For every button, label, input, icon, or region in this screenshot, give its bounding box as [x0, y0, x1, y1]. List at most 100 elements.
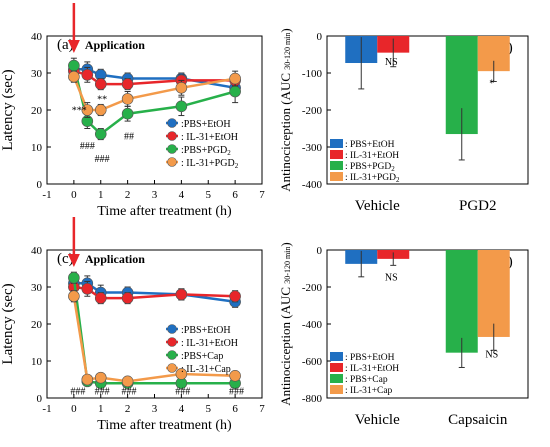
x-tick-label: 5	[206, 403, 212, 415]
category-label: PGD2	[459, 198, 497, 214]
data-point	[81, 373, 94, 386]
legend-swatch	[330, 139, 343, 148]
x-tick-label: 3	[152, 189, 158, 201]
data-point	[94, 78, 107, 90]
legend-label: :PBS+Cap	[181, 351, 223, 362]
application-arrowhead	[67, 40, 80, 53]
data-point	[175, 288, 188, 301]
significance-mark: NS	[385, 273, 398, 284]
data-point	[229, 72, 241, 85]
data-point	[175, 82, 188, 94]
data-point	[81, 283, 94, 295]
y-tick-label: -600	[302, 356, 323, 368]
data-point	[229, 290, 241, 303]
legend-marker	[167, 324, 177, 334]
legend-label: : IL-31+EtOH	[181, 338, 238, 349]
legend-marker	[167, 157, 177, 167]
data-point	[94, 292, 107, 304]
data-point	[94, 128, 107, 140]
legend-swatch	[330, 161, 343, 170]
legend-label-sub: 2	[227, 149, 231, 157]
legend-label: : IL-31+Cap	[345, 386, 393, 396]
x-tick-label: 2	[125, 189, 131, 201]
significance-mark: NS	[385, 57, 398, 68]
bar	[445, 250, 478, 353]
y-axis-label: Antinociception (AUC 30-120 min)	[278, 28, 293, 192]
legend-label: : PBS+PGD2	[345, 162, 395, 173]
y-tick-label: 10	[31, 356, 43, 368]
significance-mark: ***	[72, 106, 87, 117]
data-point	[81, 69, 94, 81]
y-tick-label: -400	[302, 319, 323, 331]
legend-label: :PBS+PGD2	[181, 145, 231, 157]
legend-label: : IL-31+Cap	[181, 364, 231, 375]
legend-swatch	[330, 363, 343, 372]
legend-label-sub: 2	[396, 176, 400, 184]
y-tick-label: 40	[31, 31, 43, 43]
x-tick-label: 0	[71, 403, 77, 415]
x-tick-label: -1	[42, 189, 51, 201]
data-point	[121, 292, 134, 304]
legend-marker	[167, 118, 177, 128]
legend-marker	[167, 350, 177, 360]
data-point	[229, 85, 241, 98]
y-axis-label: Latency (sec)	[0, 69, 16, 150]
legend-label-sub: 2	[391, 165, 395, 173]
x-tick-label: 3	[152, 403, 158, 415]
legend-label: : PBS+Cap	[345, 375, 388, 385]
legend-label: :PBS+EtOH	[181, 119, 231, 130]
y-tick-label: 30	[31, 68, 43, 80]
x-tick-label: 6	[232, 403, 238, 415]
legend-label: : IL-31+PGD2	[181, 158, 239, 170]
legend-label: : IL-31+PGD2	[345, 173, 400, 184]
x-tick-label: 7	[259, 403, 265, 415]
series-line	[72, 76, 236, 112]
legend-label: : PBS+EtOH	[345, 353, 395, 363]
legend-swatch	[330, 385, 343, 394]
y-tick-label: -200	[302, 105, 323, 117]
data-point	[68, 290, 80, 303]
significance-mark: **	[97, 95, 107, 106]
x-tick-label: 0	[71, 189, 77, 201]
legend-label: : PBS+EtOH	[345, 140, 395, 150]
significance-mark: ###	[229, 386, 244, 397]
legend-label: : IL-31+EtOH	[345, 364, 399, 374]
legend-swatch	[330, 172, 343, 181]
bar	[477, 250, 510, 337]
y-tick-label: 20	[31, 105, 43, 117]
y-tick-label: 20	[31, 319, 43, 331]
y-axis-label-sub: 30-120 min	[283, 247, 292, 284]
significance-mark: NS	[485, 349, 498, 360]
legend-swatch	[330, 352, 343, 361]
significance-mark: ###	[121, 386, 136, 397]
data-point	[81, 104, 94, 116]
x-tick-label: 4	[179, 189, 185, 201]
y-axis-label-close: )	[278, 242, 293, 246]
y-tick-label: 0	[37, 393, 43, 405]
x-tick-label: 7	[259, 189, 265, 201]
significance-mark: ###	[95, 386, 110, 397]
x-axis-label: Time after treatment (h)	[97, 204, 232, 219]
legend-marker	[167, 363, 177, 373]
significance-mark: ##	[124, 132, 134, 143]
panel-1: -400 -300 -200 -100 0 Antinociception (AUC 30…	[278, 28, 529, 214]
data-point	[68, 70, 80, 83]
data-point	[175, 368, 188, 380]
y-tick-label: 30	[31, 282, 43, 294]
data-point	[121, 78, 134, 90]
data-point	[94, 104, 107, 116]
legend-label: : IL-31+EtOH	[181, 132, 238, 143]
application-label: Application	[85, 252, 145, 266]
x-axis-label: Time after treatment (h)	[97, 418, 232, 433]
legend-marker	[167, 131, 177, 141]
y-tick-label: -300	[302, 142, 323, 154]
legend-label: : IL-31+EtOH	[345, 151, 399, 161]
data-point	[121, 375, 134, 388]
data-point	[68, 59, 80, 72]
data-point	[121, 93, 134, 105]
significance-mark: ###	[80, 141, 95, 152]
data-point	[121, 107, 134, 120]
